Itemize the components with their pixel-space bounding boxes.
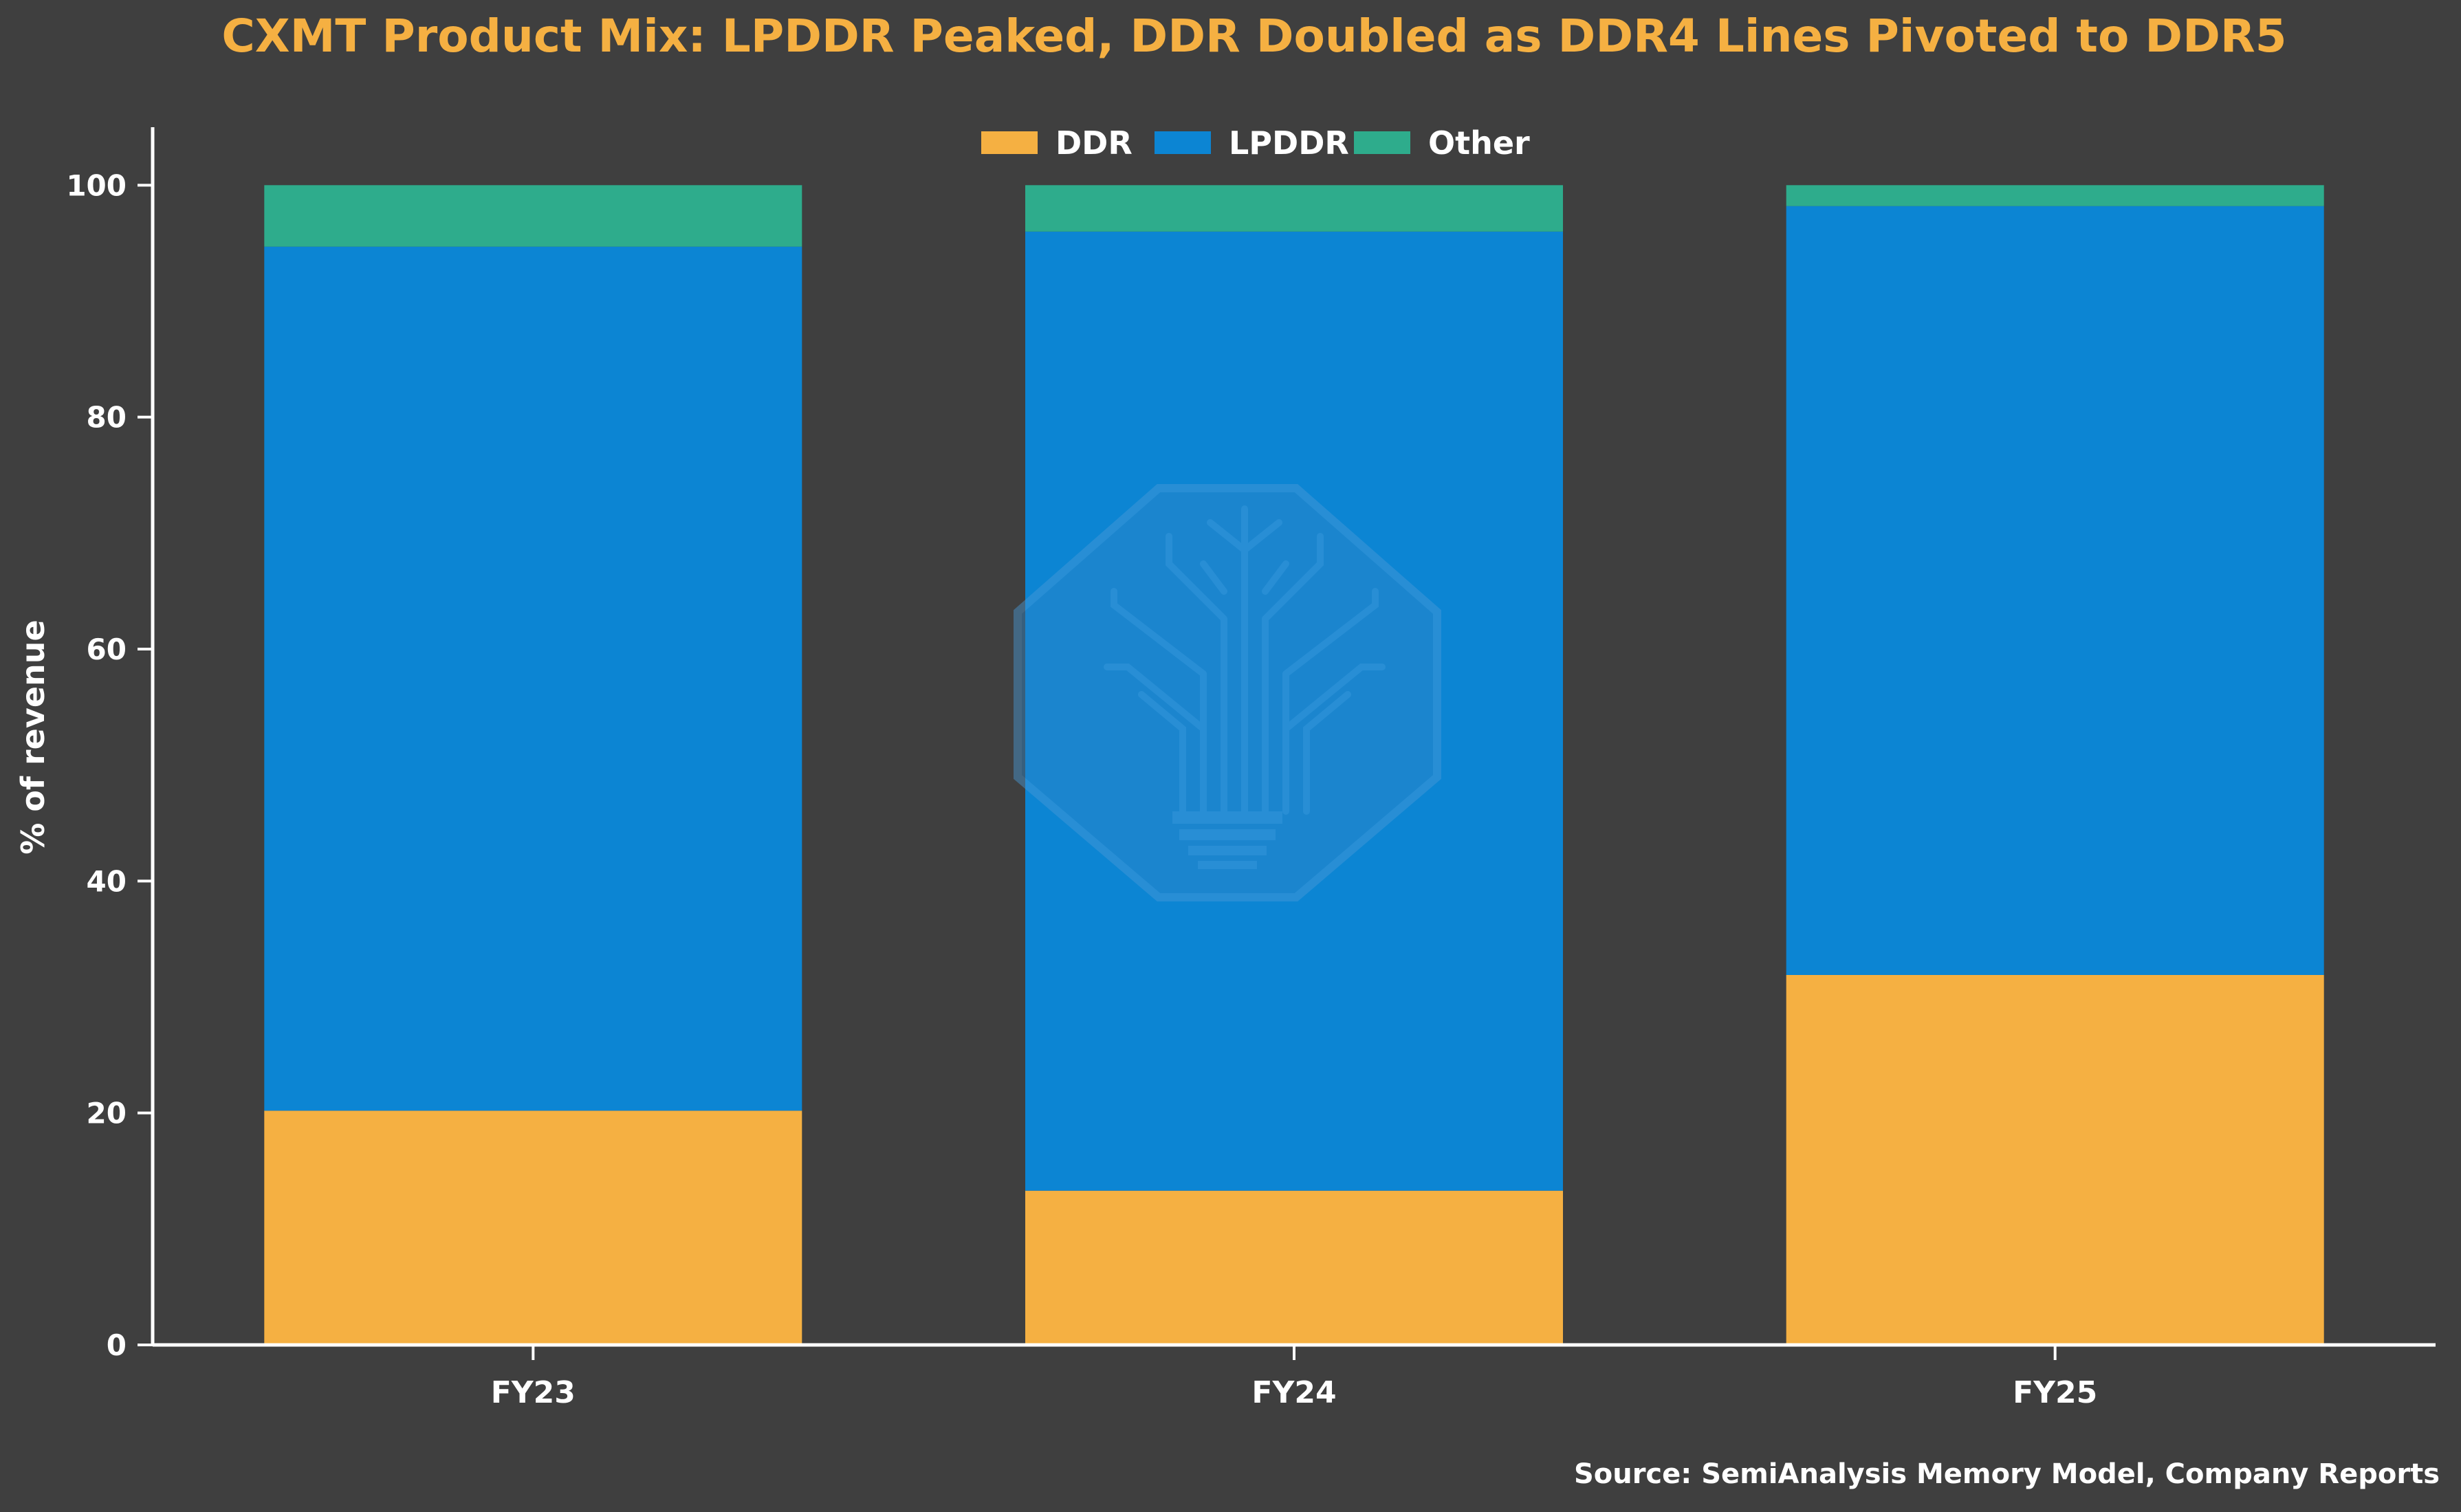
bar-lpddr-fy24: [1025, 231, 1563, 1191]
legend-swatch-ddr: [981, 131, 1038, 154]
y-tick-label: 20: [87, 1097, 127, 1130]
bar-other-fy23: [264, 185, 802, 247]
y-tick-label: 80: [87, 401, 127, 435]
bar-ddr-fy23: [264, 1110, 802, 1345]
bar-ddr-fy25: [1786, 975, 2324, 1345]
bar-other-fy24: [1025, 185, 1563, 232]
y-tick-label: 100: [66, 168, 127, 202]
y-tick-label: 60: [87, 633, 127, 666]
circuit-tree-lightbulb-logo-icon: [1014, 484, 1441, 901]
x-axis: FY23 FY24 FY25: [153, 1343, 2436, 1410]
bar-lpddr-fy23: [264, 246, 802, 1111]
source-note: Source: SemiAnalysis Memory Model, Compa…: [1574, 1458, 2440, 1490]
legend-label-other: Other: [1428, 124, 1530, 162]
y-tick-label: 0: [107, 1328, 127, 1362]
bar-ddr-fy24: [1025, 1190, 1563, 1345]
x-tick-label: FY25: [2013, 1375, 2097, 1410]
legend-label-ddr: DDR: [1056, 124, 1133, 162]
chart-title: CXMT Product Mix: LPDDR Peaked, DDR Doub…: [221, 10, 2286, 63]
y-tick-label: 40: [87, 864, 127, 898]
bar-other-fy25: [1786, 185, 2324, 206]
bar-lpddr-fy25: [1786, 206, 2324, 976]
legend-swatch-other: [1354, 131, 1410, 154]
y-axis-label: % of revenue: [14, 620, 52, 855]
legend: DDR LPDDR Other: [981, 124, 1530, 162]
x-tick-label: FY24: [1251, 1375, 1336, 1410]
legend-label-lpddr: LPDDR: [1229, 124, 1349, 162]
legend-swatch-lpddr: [1155, 131, 1211, 154]
bars: [264, 185, 2324, 1345]
y-axis: 0 20 40 60 80 100: [66, 127, 155, 1362]
x-tick-label: FY23: [491, 1375, 576, 1410]
